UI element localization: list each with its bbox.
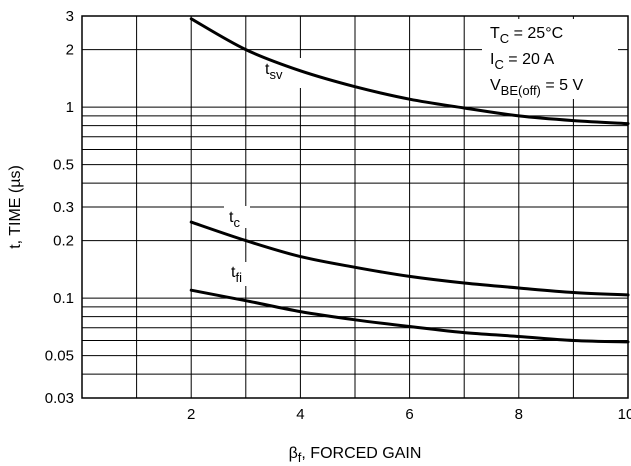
condition-line: IC = 20 A	[490, 51, 554, 72]
x-tick-label: 6	[405, 406, 413, 423]
label-background	[482, 19, 618, 99]
x-axis-ticks: 2 4 6 8 10	[187, 406, 631, 423]
y-axis-ticks: 0.03 0.05 0.1 0.2 0.3 0.5 1 2 3	[45, 8, 74, 407]
conditions-box: TC = 25°C IC = 20 A VBE(off) = 5 V	[490, 25, 583, 98]
y-tick-label: 0.5	[53, 157, 74, 174]
curve-label-tsv: tsv	[265, 61, 283, 82]
y-tick-label: 2	[66, 42, 74, 59]
curve-labels: tsv tc tfi	[229, 61, 283, 285]
y-tick-label: 0.05	[45, 348, 74, 365]
x-tick-label: 10	[618, 406, 631, 423]
series-layer	[189, 17, 630, 344]
series-line-tsv	[189, 17, 630, 126]
x-tick-label: 2	[187, 406, 195, 423]
x-axis-label: βf, FORCED GAIN	[289, 445, 422, 465]
label-background	[226, 262, 252, 286]
y-tick-label: 1	[66, 99, 74, 116]
y-tick-label: 0.3	[53, 199, 74, 216]
y-axis-label: t, TIME (µs)	[7, 165, 24, 249]
series-line-tc	[189, 220, 630, 297]
y-tick-label: 0.1	[53, 290, 74, 307]
curve-label-tfi: tfi	[231, 264, 242, 285]
label-background	[224, 206, 250, 228]
condition-line: TC = 25°C	[490, 25, 563, 46]
curve-label-tc: tc	[229, 209, 240, 230]
y-tick-label: 3	[66, 8, 74, 25]
plot-frame	[81, 15, 629, 399]
y-tick-label: 0.03	[45, 390, 74, 407]
y-tick-label: 0.2	[53, 233, 74, 250]
x-tick-label: 8	[515, 406, 523, 423]
condition-line: VBE(off) = 5 V	[490, 77, 583, 98]
x-tick-label: 4	[296, 406, 304, 423]
series-line-tfi	[189, 288, 630, 344]
grid	[81, 15, 629, 399]
